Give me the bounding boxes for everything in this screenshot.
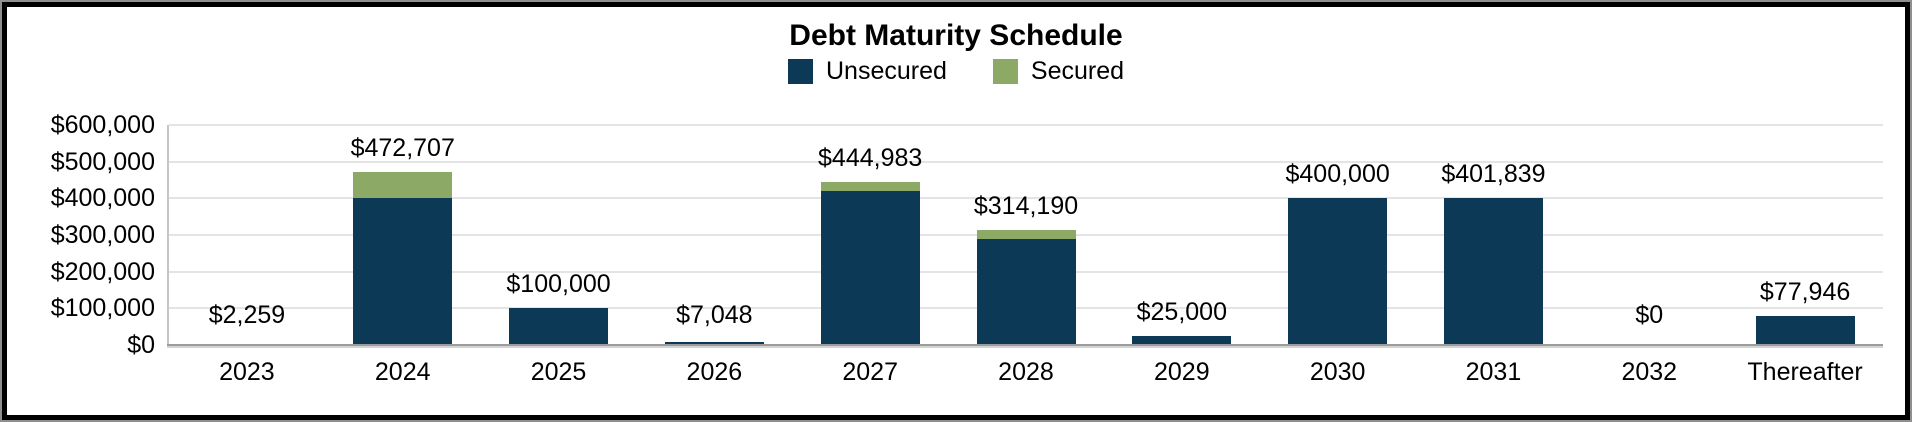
y-tick-label: $0 xyxy=(127,331,155,359)
x-tick-label-2027: 2027 xyxy=(842,358,898,386)
plot-area: $2,259 $472,707 $100,000 $7,048 $444,983 $314… xyxy=(167,124,1883,346)
x-tick-label-2030: 2030 xyxy=(1309,358,1366,386)
bar-value-label-2025: $100,000 xyxy=(506,270,611,299)
bar-segment-unsecured-2025 xyxy=(509,308,609,345)
bar-value-label-2030: $400,000 xyxy=(1285,160,1390,189)
legend-label: Unsecured xyxy=(825,57,947,85)
chart-stage: Debt Maturity Schedule Unsecured Secured … xyxy=(7,7,1905,415)
x-tick-label-2031: 2031 xyxy=(1465,358,1522,386)
x-tick-label-2025: 2025 xyxy=(530,358,587,386)
y-tick-label: $100,000 xyxy=(50,294,155,323)
bar-value-label-2032: $0 xyxy=(1635,301,1664,329)
bar-segment-secured-2027 xyxy=(820,181,920,191)
x-tick-label-2026: 2026 xyxy=(686,358,743,386)
chart-title: Debt Maturity Schedule xyxy=(789,19,1123,52)
bar-value-label-2024: $472,707 xyxy=(350,133,455,162)
bar-segment-unsecured-2024 xyxy=(353,198,453,345)
bar-segment-unsecured-2031 xyxy=(1443,197,1543,345)
bar-value-label-thereafter: $77,946 xyxy=(1759,278,1851,307)
x-tick-label-2028: 2028 xyxy=(998,358,1054,386)
y-tick-label: $300,000 xyxy=(50,221,155,249)
bar-value-label-2026: $7,048 xyxy=(676,301,753,329)
legend-swatch-unsecured xyxy=(787,59,813,84)
x-tick-label-2029: 2029 xyxy=(1154,358,1210,386)
x-tick-label-2023: 2023 xyxy=(219,358,275,386)
bar-segment-unsecured-2026 xyxy=(664,342,764,345)
legend-item-unsecured: Unsecured xyxy=(787,57,947,86)
legend-swatch-secured xyxy=(992,59,1018,84)
x-tick-label-2024: 2024 xyxy=(374,358,431,386)
gridline xyxy=(169,160,1883,163)
y-tick-label: $600,000 xyxy=(50,111,155,139)
gridline xyxy=(169,124,1883,126)
bar-segment-secured-2028 xyxy=(976,229,1076,239)
bar-value-label-2029: $25,000 xyxy=(1136,297,1227,326)
y-tick-label: $500,000 xyxy=(50,147,155,176)
chart-legend: Unsecured Secured xyxy=(7,57,1905,86)
bar-segment-unsecured-2030 xyxy=(1288,198,1388,345)
bar-segment-unsecured-thereafter xyxy=(1755,316,1855,345)
y-axis-labels: $600,000 $500,000 $400,000 $300,000 $200,000… xyxy=(7,111,155,359)
bar-segment-unsecured-2027 xyxy=(820,191,920,345)
y-tick-label: $400,000 xyxy=(50,184,155,213)
x-axis-line xyxy=(167,344,1883,346)
bar-value-label-2031: $401,839 xyxy=(1441,159,1546,188)
gridline xyxy=(169,197,1883,200)
x-tick-label-2032: 2032 xyxy=(1621,358,1678,386)
bar-value-label-2028: $314,190 xyxy=(973,191,1079,220)
legend-item-secured: Secured xyxy=(992,57,1125,86)
bar-segment-secured-2024 xyxy=(353,171,453,199)
bar-value-label-2027: $444,983 xyxy=(818,143,923,172)
legend-label: Secured xyxy=(1030,57,1125,85)
x-tick-label-thereafter: Thereafter xyxy=(1747,358,1863,386)
y-tick-label: $200,000 xyxy=(50,257,155,286)
bar-value-label-2023: $2,259 xyxy=(208,301,286,329)
y-axis-line xyxy=(167,125,169,346)
x-axis-labels: 2023 2024 2025 2026 2027 2028 2029 2030 2031 2032… xyxy=(169,357,1883,389)
bar-segment-unsecured-2029 xyxy=(1132,335,1232,345)
bar-segment-unsecured-2028 xyxy=(976,238,1076,345)
